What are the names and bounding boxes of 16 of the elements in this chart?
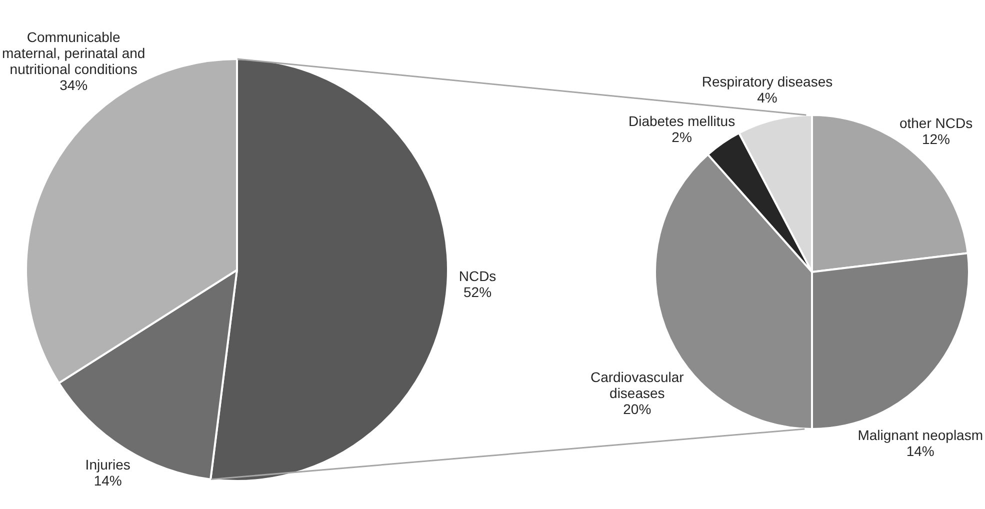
data-label: 14% [906,442,934,459]
slice-label: NCDs [458,268,496,284]
slice-label: Communicable maternal, perinatal and nutritional conditions [2,28,146,77]
slice-label: Injuries [85,456,130,472]
slice-label: Respiratory diseases [702,73,833,90]
data-label: 2% [672,128,692,145]
data-label: 14% [94,472,122,488]
slice-label: Diabetes mellitus [628,112,736,129]
data-label: 52% [464,284,492,300]
slice-label: Malignant neoplasm [858,426,983,443]
slice-label: Cardiovascular diseases [590,369,684,402]
data-label: 4% [757,89,778,106]
data-label: 12% [922,130,950,147]
slice-label: other NCDs [899,114,973,131]
data-label: 34% [60,76,88,93]
data-label: 20% [623,401,652,418]
